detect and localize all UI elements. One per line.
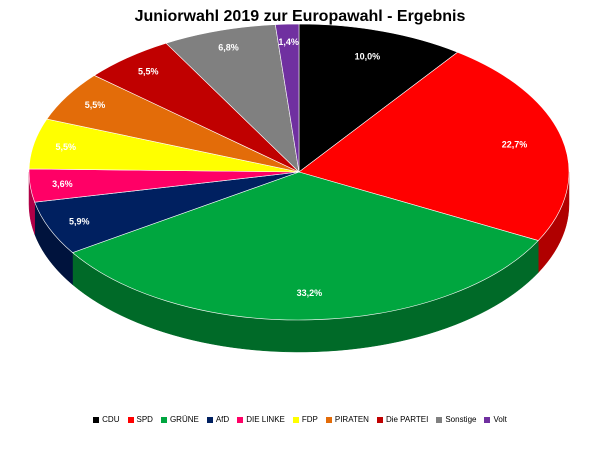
legend-label: DIE LINKE: [246, 415, 285, 424]
legend-swatch: [206, 416, 213, 423]
pie-slice-sonstige: [165, 24, 300, 173]
data-label-afd: 5,9%: [69, 217, 90, 227]
legend-label: CDU: [102, 415, 120, 424]
legend-swatch: [325, 416, 332, 423]
data-label-sonstige: 6,8%: [218, 43, 239, 53]
data-label-cdu: 10,0%: [355, 52, 381, 62]
legend-label: AfD: [215, 415, 230, 424]
chart-legend: CDU SPD GRÜNE AfD DIE LINKE FDP PIRATEN Die PAR…: [0, 415, 600, 424]
legend-item-gr-ne: GRÜNE: [160, 415, 199, 424]
pie-slice-gr-ne: [71, 171, 539, 321]
legend-item-fdp: FDP: [292, 415, 318, 424]
pie-slice-spd: [298, 51, 570, 241]
chart-title: Juniorwahl 2019 zur Europawahl - Ergebni…: [134, 8, 466, 25]
legend-swatch: [93, 416, 100, 423]
legend-swatch: [484, 416, 491, 423]
legend-item-afd: AfD: [206, 415, 230, 424]
legend-swatch: [376, 416, 383, 423]
legend-swatch: [160, 416, 167, 423]
legend-label: PIRATEN: [334, 415, 369, 424]
data-label-piraten: 5,5%: [85, 100, 106, 110]
pie-slice-volt: [274, 23, 300, 173]
legend-label: Sonstige: [445, 415, 477, 424]
data-label-die-partei: 5,5%: [138, 66, 159, 76]
data-label-fdp: 5,5%: [56, 142, 77, 152]
legend-swatch: [292, 416, 299, 423]
legend-swatch: [237, 416, 244, 423]
pie-labels: 10,0% 22,7% 33,2% 5,9% 3,6% 5,5% 5,5% 5,5% 6,8% 1…: [52, 37, 527, 298]
legend-label: Volt: [493, 415, 507, 424]
pie-top: [28, 23, 570, 321]
data-label-die-linke: 3,6%: [52, 179, 73, 189]
legend-item-die-linke: DIE LINKE: [237, 415, 285, 424]
legend-label: FDP: [301, 415, 318, 424]
legend-label: GRÜNE: [169, 415, 199, 424]
legend-label: Die PARTEI: [385, 415, 429, 424]
legend-item-cdu: CDU: [93, 415, 120, 424]
data-label-gr-ne: 33,2%: [297, 288, 323, 298]
data-label-spd: 22,7%: [502, 139, 528, 149]
legend-label: SPD: [136, 415, 153, 424]
legend-item-die-partei: Die PARTEI: [376, 415, 429, 424]
legend-swatch: [436, 416, 443, 423]
data-label-volt: 1,4%: [278, 37, 299, 47]
legend-item-spd: SPD: [127, 415, 153, 424]
legend-item-volt: Volt: [484, 415, 507, 424]
pie-slice-cdu: [298, 23, 459, 173]
legend-item-piraten: PIRATEN: [325, 415, 369, 424]
legend-item-sonstige: Sonstige: [436, 415, 476, 424]
legend-swatch: [127, 416, 134, 423]
